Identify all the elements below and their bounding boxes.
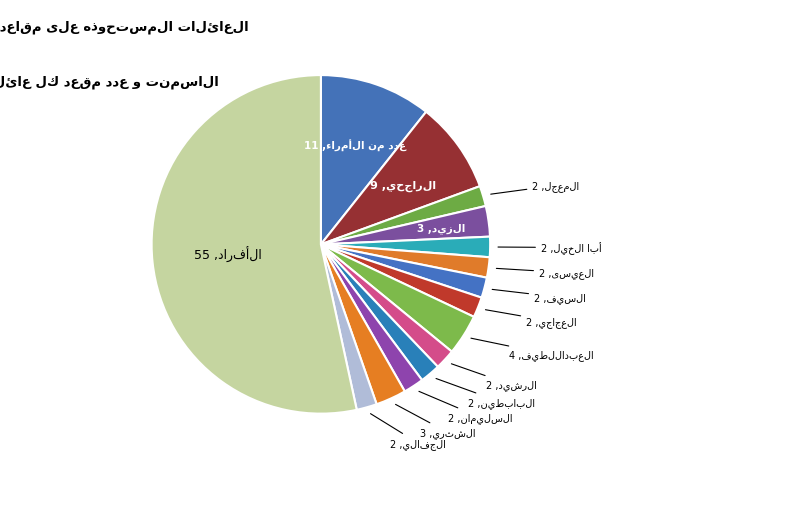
Wedge shape (321, 245, 438, 380)
Wedge shape (321, 187, 486, 245)
Wedge shape (321, 245, 487, 298)
Text: 2 ,لجعملا: 2 ,لجعملا (491, 180, 579, 195)
Text: عاطق دعاقم ىلع هذوحتسملا تالئاعلا: عاطق دعاقم ىلع هذوحتسملا تالئاعلا (0, 20, 249, 34)
Text: 2 ,ليخلا ابأ: 2 ,ليخلا ابأ (498, 241, 601, 255)
Wedge shape (321, 245, 422, 391)
Text: 2 ,نيطبابلا: 2 ,نيطبابلا (436, 379, 534, 408)
Text: 4 ,فيطللادبعلا: 4 ,فيطللادبعلا (471, 338, 593, 361)
Text: 9 ,يحجارلا: 9 ,يحجارلا (370, 180, 436, 191)
Wedge shape (152, 76, 357, 414)
Wedge shape (321, 245, 377, 410)
Wedge shape (321, 113, 480, 245)
Text: 2 ,فيسلا: 2 ,فيسلا (492, 290, 586, 303)
Wedge shape (321, 76, 426, 245)
Text: 3 ,يرثشلا: 3 ,يرثشلا (396, 405, 475, 438)
Text: 55 ,دارفألا: 55 ,دارفألا (194, 247, 262, 263)
Wedge shape (321, 207, 490, 245)
Wedge shape (321, 245, 452, 367)
Text: 2 ,ناميلسلا: 2 ,ناميلسلا (419, 391, 512, 423)
Wedge shape (321, 245, 482, 317)
Wedge shape (321, 245, 474, 352)
Wedge shape (321, 245, 490, 278)
Text: 2 ,ديشرلا: 2 ,ديشرلا (452, 364, 537, 390)
Text: 11 ,ءارمألا نم ددع: 11 ,ءارمألا نم ددع (305, 140, 407, 152)
Text: 2 ,ىسيعلا: 2 ,ىسيعلا (497, 268, 594, 279)
Text: 2 ,يجاجعلا: 2 ,يجاجعلا (486, 310, 577, 327)
Text: 3 ,ديزلا: 3 ,ديزلا (417, 223, 466, 234)
Wedge shape (321, 245, 405, 405)
Text: ةلئاع لك دعقم ددع و تنمسالا: ةلئاع لك دعقم ددع و تنمسالا (0, 76, 219, 89)
Text: 2 ,يلافجلا: 2 ,يلافجلا (371, 414, 446, 449)
Wedge shape (321, 237, 490, 258)
